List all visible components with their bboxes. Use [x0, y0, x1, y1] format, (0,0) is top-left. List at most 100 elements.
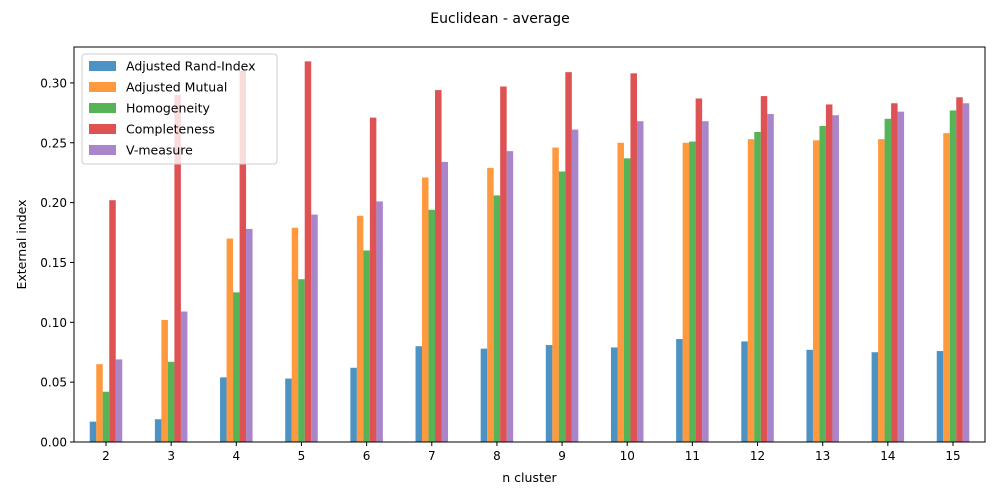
bar	[350, 367, 357, 442]
bar	[812, 140, 820, 443]
bar	[500, 86, 507, 442]
x-tick-label: 5	[298, 449, 306, 463]
x-tick-label: 14	[880, 449, 895, 463]
x-axis-label: n cluster	[502, 470, 557, 485]
bar	[167, 361, 175, 442]
bar	[565, 72, 572, 442]
legend-swatch	[89, 124, 116, 134]
bar	[552, 147, 559, 443]
bar	[154, 419, 162, 442]
x-axis-ticks: 2 3 4 5 6 7 8 9 10 11 12 13 14 15	[102, 442, 961, 463]
bar	[689, 141, 696, 442]
legend-label: Completeness	[126, 122, 215, 137]
y-tick-label: 0.05	[40, 376, 67, 390]
bar	[806, 349, 813, 442]
bar	[571, 129, 579, 442]
bar	[239, 70, 247, 442]
bar	[311, 214, 318, 442]
x-tick-label: 9	[558, 449, 566, 463]
bar	[441, 161, 449, 442]
bar	[96, 364, 103, 442]
bar	[102, 391, 110, 442]
bar	[115, 359, 123, 442]
bar	[487, 167, 494, 442]
bar	[480, 348, 488, 442]
bar	[819, 126, 826, 442]
bar	[161, 319, 168, 442]
x-tick-label: 13	[815, 449, 830, 463]
y-axis-label: External index	[14, 199, 29, 289]
bar	[246, 228, 253, 442]
bar	[695, 98, 703, 442]
legend-swatch	[89, 61, 116, 71]
y-tick-label: 0.20	[40, 196, 67, 210]
chart-title: Euclidean - average	[430, 11, 569, 27]
legend-label: Adjusted Mutual	[126, 80, 227, 95]
bar	[754, 131, 761, 443]
bar	[422, 177, 429, 442]
bar	[630, 73, 637, 442]
bar	[545, 345, 553, 442]
bar	[298, 279, 305, 442]
bar	[943, 133, 950, 442]
legend: Adjusted Rand-Index Adjusted Mutual Homoge…	[81, 53, 278, 165]
x-tick-label: 11	[685, 449, 700, 463]
legend-swatch	[89, 145, 116, 155]
legend-box	[81, 53, 278, 165]
bar	[174, 94, 181, 442]
x-tick-label: 12	[750, 449, 765, 463]
bar	[291, 227, 299, 442]
y-tick-label: 0.30	[40, 76, 67, 90]
bar	[285, 378, 292, 442]
bar	[825, 104, 833, 442]
bar	[832, 115, 839, 442]
x-tick-label: 10	[620, 449, 635, 463]
bar	[871, 352, 879, 442]
bar	[109, 200, 116, 442]
bar	[415, 346, 423, 442]
bars-group	[89, 61, 970, 443]
bar	[493, 195, 501, 442]
y-axis-ticks: 0.00 0.05 0.10 0.15 0.20 0.25 0.30	[40, 76, 74, 450]
x-tick-label: 3	[167, 449, 175, 463]
x-tick-label: 6	[363, 449, 371, 463]
y-tick-label: 0.00	[40, 436, 67, 450]
bar	[435, 90, 442, 442]
x-tick-label: 2	[102, 449, 110, 463]
bar	[884, 118, 892, 442]
bar	[363, 250, 370, 442]
bar	[356, 215, 364, 442]
bar	[180, 311, 188, 442]
bar	[702, 121, 709, 443]
bar	[220, 377, 227, 442]
bar	[558, 171, 566, 443]
bar	[233, 292, 240, 442]
legend-label: Adjusted Rand-Index	[126, 59, 256, 74]
bar	[682, 142, 690, 442]
bar	[949, 110, 957, 442]
bar	[747, 139, 755, 443]
bar	[891, 103, 898, 442]
plot-frame	[73, 46, 986, 443]
bar	[89, 421, 97, 442]
bar	[636, 121, 644, 443]
bar	[956, 97, 963, 443]
x-tick-label: 7	[428, 449, 436, 463]
legend-swatch	[89, 82, 116, 92]
bar	[369, 117, 377, 443]
bar	[897, 111, 905, 442]
y-tick-label: 0.10	[40, 316, 67, 330]
legend-label: Homogeneity	[126, 101, 210, 116]
y-tick-label: 0.15	[40, 256, 67, 270]
bar	[623, 158, 631, 442]
x-tick-label: 8	[493, 449, 501, 463]
bar	[962, 103, 970, 442]
legend-swatch	[89, 103, 116, 113]
bar	[428, 209, 436, 442]
bar	[226, 238, 234, 442]
bar	[936, 351, 944, 442]
bar	[878, 139, 885, 443]
bar	[304, 61, 312, 443]
